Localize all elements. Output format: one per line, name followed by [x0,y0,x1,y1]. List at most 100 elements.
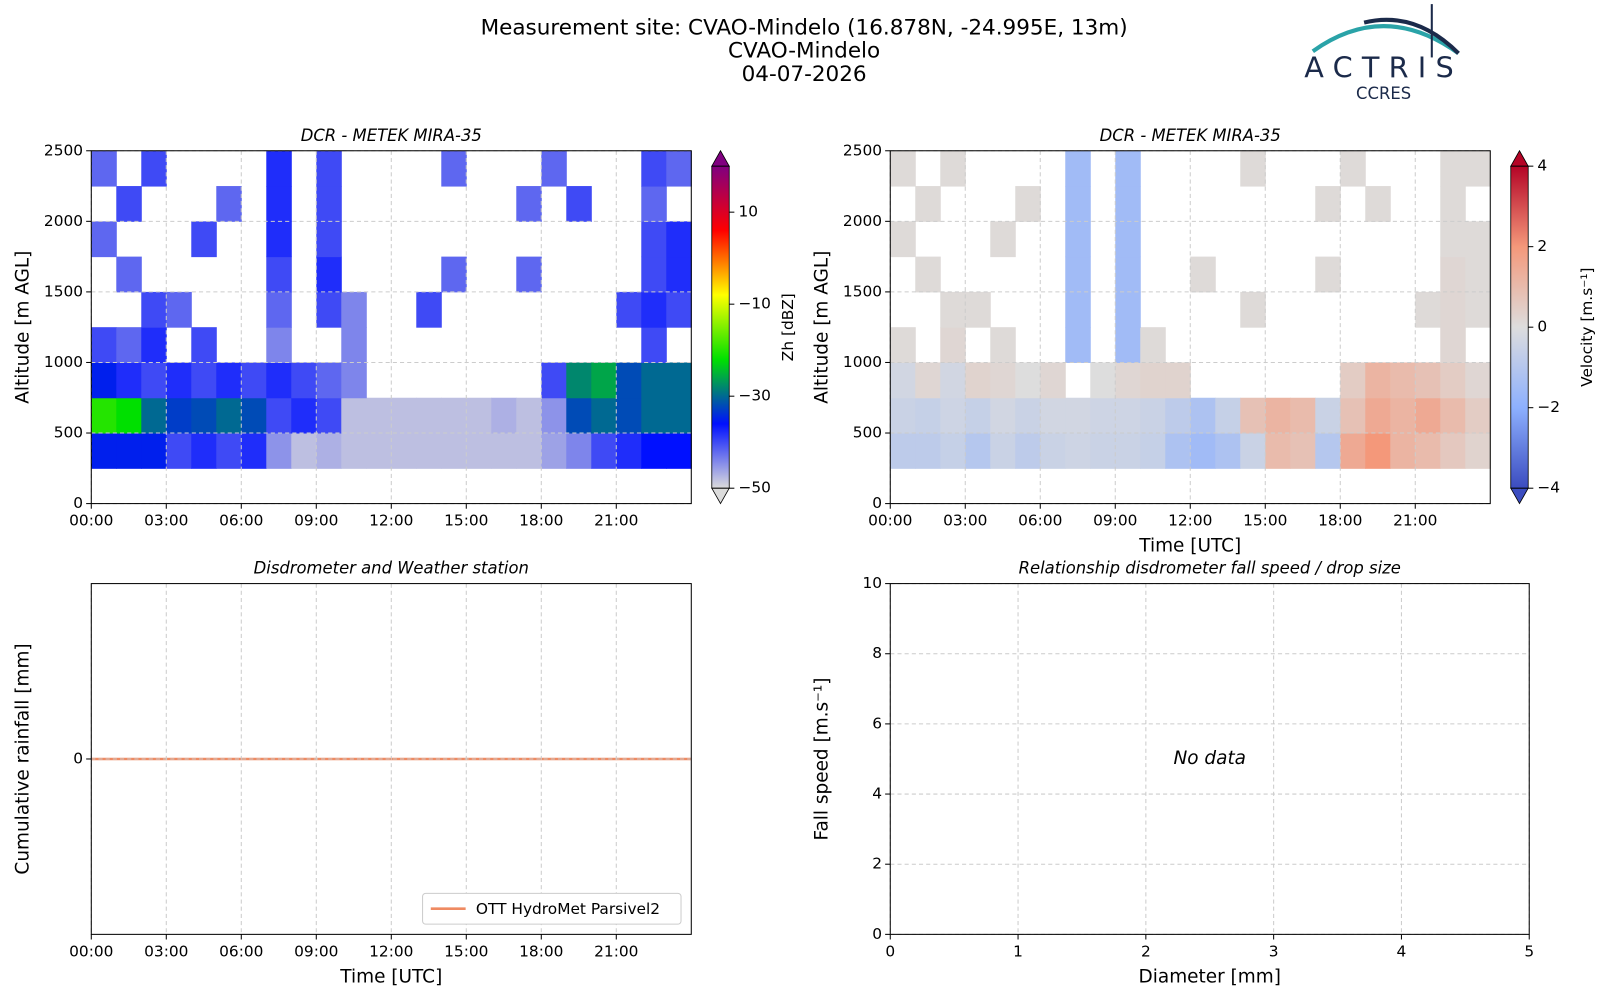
colorbar-tick-label: −30 [738,387,770,405]
heatmap-cell [116,397,142,434]
heatmap-cell [116,186,142,222]
header-title: Measurement site: CVAO-Mindelo (16.878N,… [481,16,1128,41]
heatmap-cell [191,433,217,469]
heatmap-cell [1140,327,1166,363]
heatmap-cell [641,256,667,293]
heatmap-cell [1240,150,1266,187]
heatmap-cell [266,150,292,187]
heatmap-cell [91,150,117,187]
heatmap-cell [1465,291,1491,328]
heatmap-cell [1165,433,1191,469]
x-tick-label: 2 [1141,942,1151,960]
heatmap-cell [1440,150,1466,187]
colorbar-label: Zh [dBZ] [779,293,797,361]
logo-arc [1311,24,1460,55]
heatmap-cell [491,397,517,434]
heatmap-cell [1115,327,1141,363]
heatmap-cell [1365,433,1391,469]
plot-frame [90,583,692,935]
heatmap-cell [666,433,692,469]
heatmap-cell [1015,362,1041,399]
y-tick-label: 1000 [843,353,882,371]
heatmap-cell [1315,256,1341,293]
annotation: No data [1173,748,1246,769]
heatmap-cell [291,397,317,434]
colorbar-extend [711,149,730,167]
heatmap-cell [116,433,142,469]
plot-title: Relationship disdrometer fall speed / dr… [1019,559,1401,578]
heatmap-cell [141,397,167,434]
heatmap-cell [1290,433,1316,469]
heatmap-cell [216,397,242,434]
heatmap-cell [1440,186,1466,222]
heatmap-cell [990,433,1016,469]
heatmap-cell [666,291,692,328]
heatmap-cell [1440,256,1466,293]
x-tick-label: 1 [1013,942,1023,960]
heatmap-cell [1115,362,1141,399]
heatmap-cell [1115,397,1141,434]
heatmap-cell [316,150,342,187]
plot-title: DCR - METEK MIRA-35 [1100,126,1281,145]
x-tick-label: 00:00 [69,512,113,530]
heatmap-cell [141,150,167,187]
heatmap-cell [341,291,367,328]
x-tick-label: 18:00 [519,512,563,530]
heatmap-cell [1465,362,1491,399]
heatmap-cell [266,291,292,328]
heatmap-cell [1365,362,1391,399]
heatmap-cell [1065,433,1091,469]
x-tick-label: 12:00 [369,512,413,530]
heatmap-cell [1390,433,1416,469]
heatmap-cell [1240,397,1266,434]
heatmap-cell [191,362,217,399]
heatmap-cell [341,397,367,434]
heatmap-cell [441,433,467,469]
heatmap-cell [416,397,442,434]
heatmap-cell [1090,397,1116,434]
heatmap-cell [191,327,217,363]
heatmap-cell [341,433,367,469]
heatmap-cell [915,186,941,222]
colorbar-tick-label: 4 [1537,157,1547,175]
heatmap-cell [1065,221,1091,258]
heatmap-cell [91,397,117,434]
heatmap-cell [366,433,392,469]
colorbar-frame [711,165,730,489]
heatmap-cell [1365,186,1391,222]
x-tick-label: 06:00 [219,942,263,960]
heatmap-cell [1415,433,1441,469]
plot-frame [889,583,1530,935]
heatmap-cell [591,433,617,469]
heatmap-cell [1165,362,1191,399]
colorbar-tick-label: 2 [1537,237,1547,255]
colorbar-extend [1510,487,1529,505]
heatmap-cell [1215,433,1241,469]
heatmap-cell [1065,327,1091,363]
heatmap-cell [416,291,442,328]
heatmap-cell [1340,397,1366,434]
x-tick-label: 3 [1269,942,1279,960]
x-axis-label: Diameter [mm] [1139,966,1281,987]
x-tick-label: 4 [1397,942,1407,960]
heatmap-cell [965,397,991,434]
heatmap-cell [965,291,991,328]
heatmap-cell [1040,433,1066,469]
heatmap-cell [1440,221,1466,258]
x-tick-label: 06:00 [219,512,263,530]
heatmap-cell [566,362,592,399]
heatmap-cell [1115,221,1141,258]
heatmap-cell [641,186,667,222]
heatmap-cell [1065,256,1091,293]
colorbar-extend [1510,149,1529,167]
x-axis-label: Time [UTC] [1138,536,1241,557]
heatmap-cell [166,397,192,434]
x-tick-label: 21:00 [594,512,638,530]
heatmap-cell [1115,433,1141,469]
heatmap-cell [1115,150,1141,187]
heatmap-cell [1315,433,1341,469]
x-tick-label: 15:00 [444,942,488,960]
heatmap-cell [541,362,567,399]
heatmap-cell [1265,433,1291,469]
heatmap-cell [940,433,966,469]
